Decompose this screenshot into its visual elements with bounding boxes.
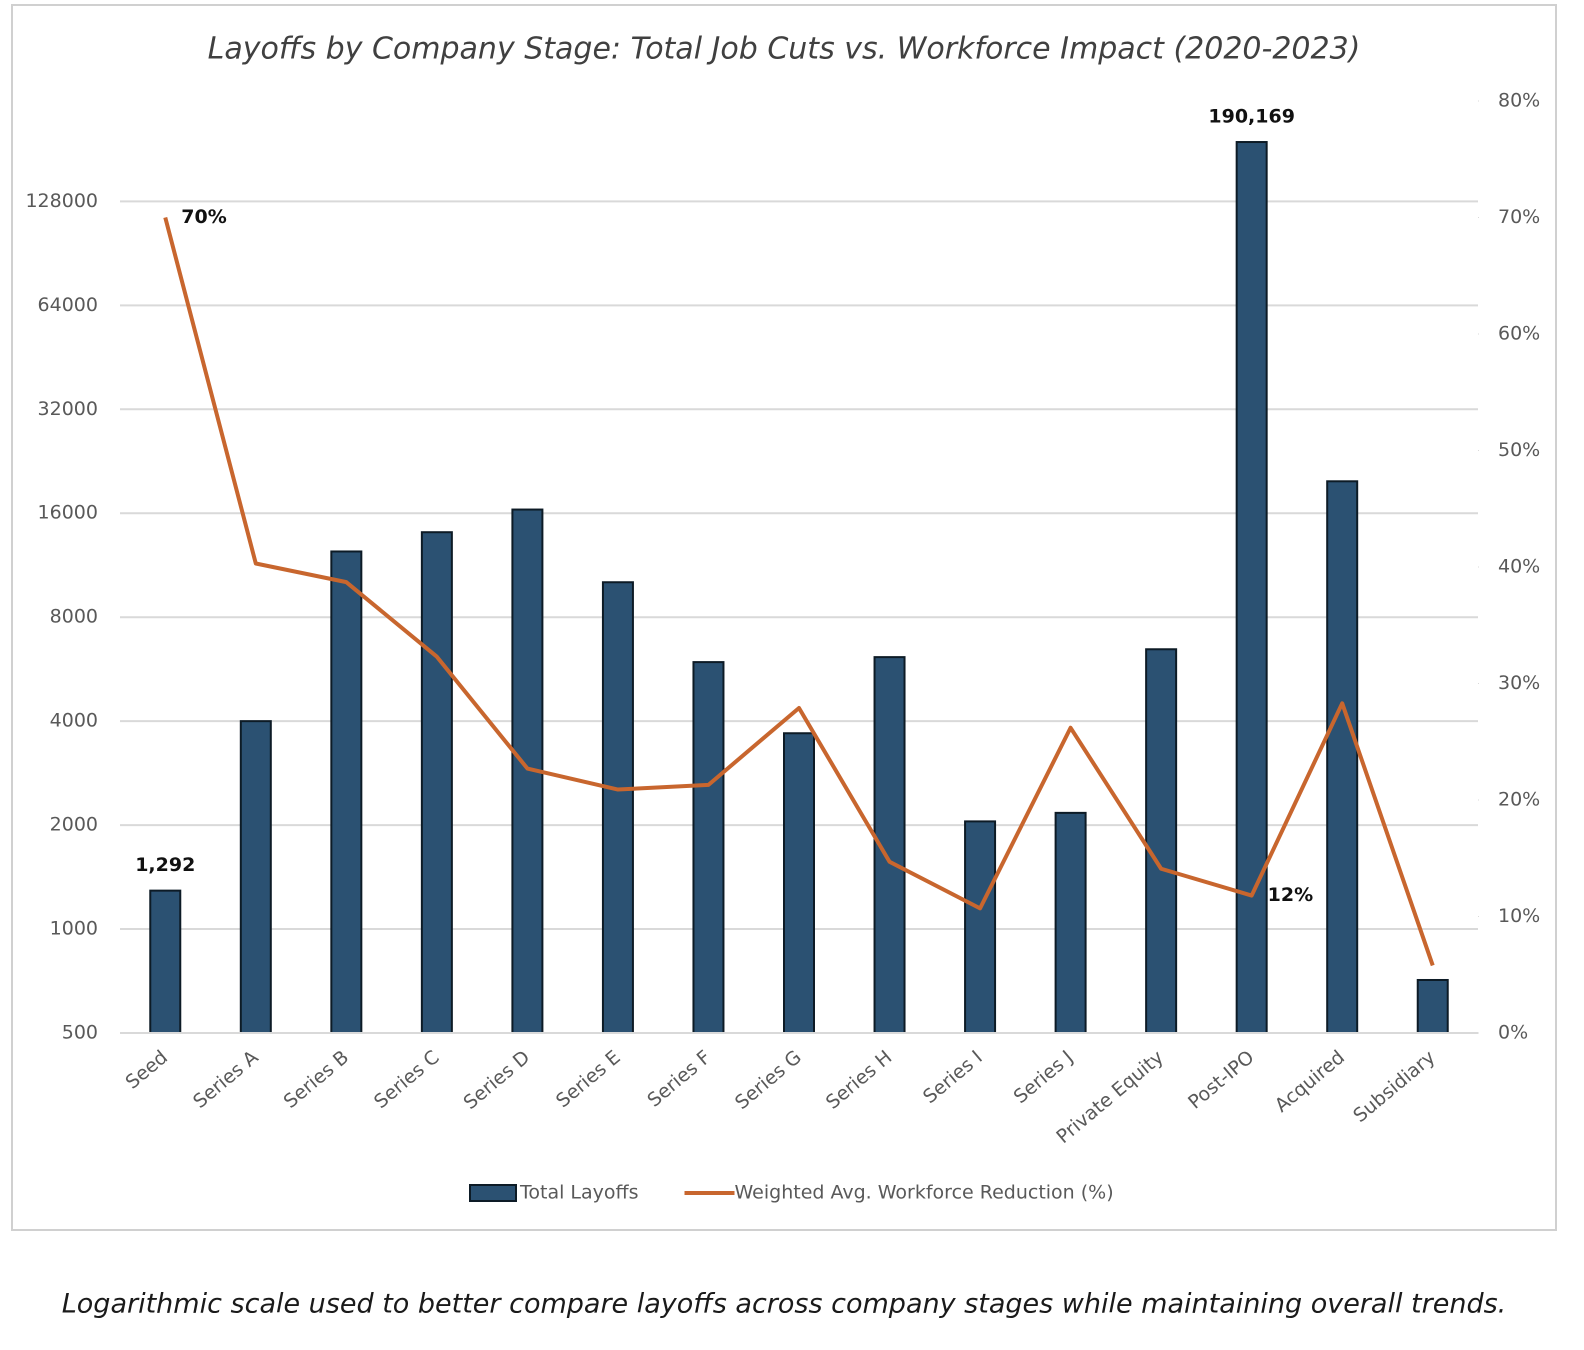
caption: Logarithmic scale used to better compare…	[62, 1289, 1507, 1320]
y-tick-label: 2000	[50, 814, 98, 836]
bar	[783, 732, 815, 1035]
bar	[964, 820, 997, 1035]
y-tick-label: 8000	[50, 606, 98, 628]
line-value-label: 70%	[181, 206, 226, 228]
y-tick-label: 64000	[38, 294, 98, 316]
bar	[420, 531, 453, 1035]
y2-tick-label: 30%	[1498, 672, 1540, 694]
y-tick-label: 4000	[50, 710, 98, 732]
bar	[1235, 141, 1268, 1034]
y-tick-label: 128000	[25, 190, 98, 212]
y2-tick-label: 80%	[1498, 90, 1540, 112]
y2-tick-label: 70%	[1498, 206, 1540, 228]
bar	[330, 550, 363, 1034]
y-tick-label: 1000	[50, 918, 98, 940]
bar	[239, 720, 272, 1035]
line-value-label: 12%	[1268, 884, 1313, 906]
y2-tick-label: 50%	[1498, 439, 1540, 461]
bar	[692, 661, 725, 1035]
y2-tick-label: 40%	[1498, 556, 1540, 578]
line	[163, 216, 1435, 967]
y-tick-label: 16000	[38, 502, 98, 524]
legend-swatch	[469, 1184, 517, 1202]
bar	[149, 889, 182, 1034]
y2-tick-label: 20%	[1498, 789, 1540, 811]
y2-tick-label: 10%	[1498, 905, 1540, 927]
y-tick-label: 500	[62, 1022, 98, 1044]
bar-value-label: 1,292	[135, 854, 195, 876]
bar	[1416, 978, 1449, 1035]
y2-tick-label: 60%	[1498, 323, 1540, 345]
bar	[1054, 811, 1087, 1034]
legend-label: Total Layoffs	[519, 1182, 639, 1204]
bar	[1145, 648, 1178, 1034]
bar	[601, 581, 634, 1035]
y2-tick-label: 0%	[1498, 1022, 1528, 1044]
legend-label: Weighted Avg. Workforce Reduction (%)	[735, 1182, 1114, 1204]
y-tick-label: 32000	[38, 398, 98, 420]
bar	[1326, 480, 1359, 1034]
chart-title: Layoffs by Company Stage: Total Job Cuts…	[208, 32, 1361, 67]
bar-value-label: 190,169	[1208, 106, 1295, 128]
